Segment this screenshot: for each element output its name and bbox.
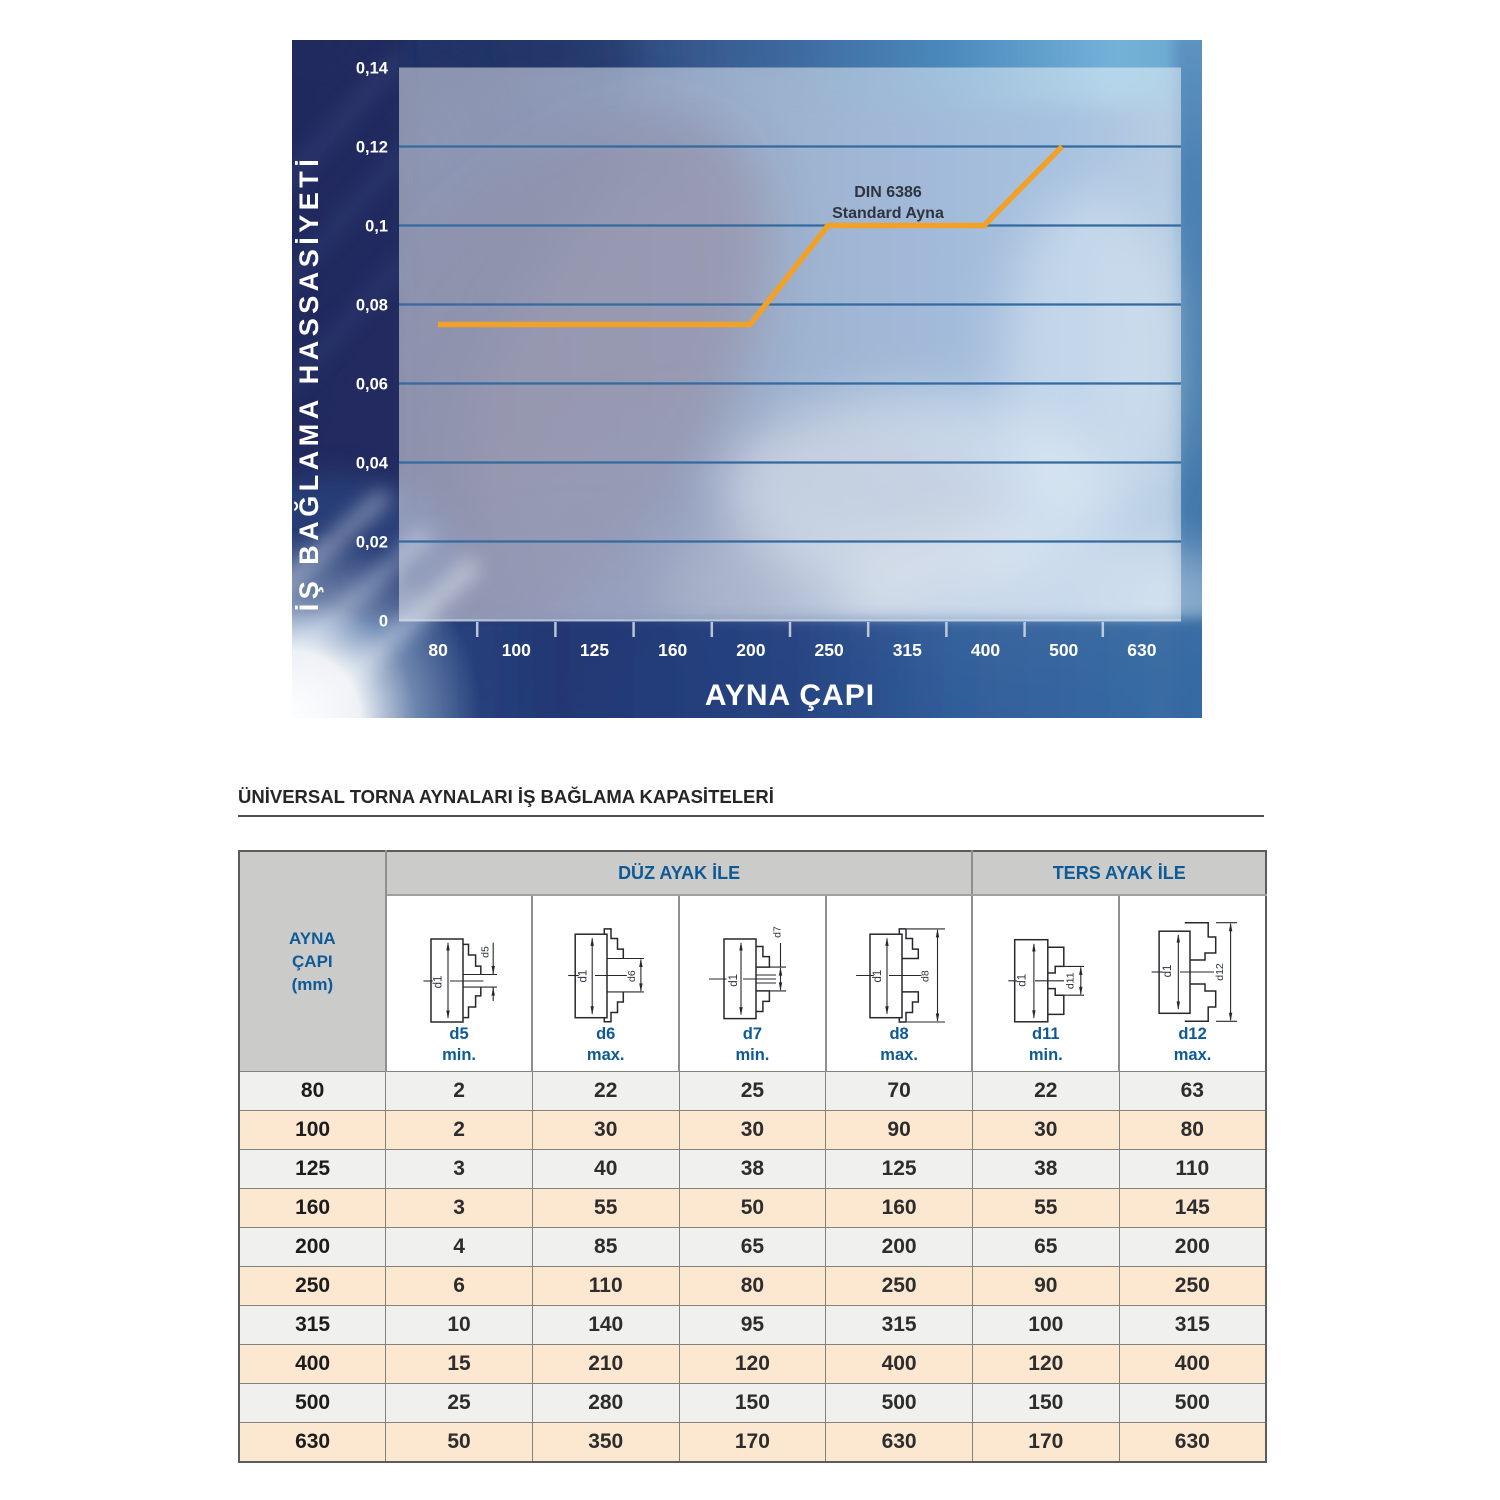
svg-text:d1: d1: [872, 970, 884, 983]
svg-text:0,08: 0,08: [356, 297, 388, 315]
svg-text:0: 0: [379, 613, 388, 631]
svg-text:0,12: 0,12: [356, 139, 388, 157]
svg-text:0,14: 0,14: [356, 60, 389, 78]
svg-text:d8: d8: [919, 970, 931, 982]
svg-text:0,04: 0,04: [356, 455, 389, 473]
svg-text:250: 250: [814, 640, 843, 660]
svg-text:d11: d11: [1065, 972, 1077, 989]
svg-text:DIN 6386: DIN 6386: [854, 184, 922, 201]
svg-text:d6: d6: [626, 970, 638, 982]
svg-text:Standard Ayna: Standard Ayna: [832, 205, 944, 222]
svg-text:d1: d1: [578, 970, 590, 983]
svg-text:500: 500: [1049, 640, 1078, 660]
svg-text:160: 160: [658, 640, 687, 660]
svg-text:İŞ BAĞLAMA HASSASİYETİ: İŞ BAĞLAMA HASSASİYETİ: [293, 155, 324, 612]
svg-text:d1: d1: [1162, 965, 1174, 978]
svg-text:d1: d1: [1017, 974, 1029, 987]
svg-text:630: 630: [1127, 640, 1156, 660]
svg-text:d1: d1: [432, 976, 444, 989]
svg-text:d5: d5: [479, 946, 491, 958]
svg-text:d7: d7: [772, 926, 784, 938]
svg-text:d1: d1: [728, 974, 740, 987]
svg-text:d12: d12: [1214, 963, 1226, 981]
svg-text:0,1: 0,1: [365, 218, 388, 236]
svg-text:AYNA ÇAPI: AYNA ÇAPI: [705, 679, 875, 712]
svg-text:0,02: 0,02: [356, 534, 388, 552]
svg-text:80: 80: [428, 640, 448, 660]
svg-text:200: 200: [736, 640, 765, 660]
svg-text:100: 100: [502, 640, 531, 660]
svg-text:0,06: 0,06: [356, 376, 388, 394]
svg-text:315: 315: [893, 640, 922, 660]
svg-text:400: 400: [971, 640, 1000, 660]
svg-text:125: 125: [580, 640, 609, 660]
